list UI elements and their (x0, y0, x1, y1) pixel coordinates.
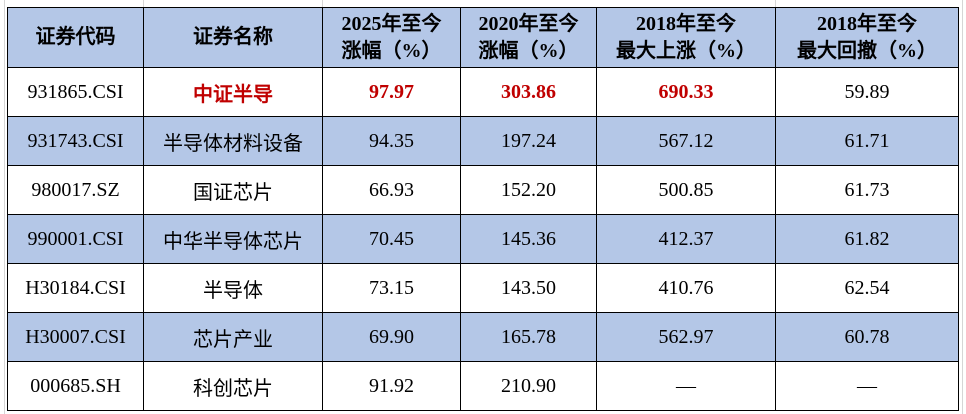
cell-code: H30184.CSI (7, 263, 144, 313)
cell-2025-change: 69.90 (322, 312, 461, 362)
cell-2018-max-rise: 412.37 (596, 214, 776, 264)
header-cell-security-code: 证券代码 (7, 7, 144, 68)
cell-2025-change: 97.97 (322, 67, 461, 117)
cell-2020-change: 303.86 (460, 67, 597, 117)
cell-2020-change: 143.50 (460, 263, 597, 313)
table-row: 931743.CSI 半导体材料设备 94.35 197.24 567.12 6… (7, 116, 959, 166)
cell-code: 931865.CSI (7, 67, 144, 117)
cell-2018-max-rise: 562.97 (596, 312, 776, 362)
cell-2025-change: 66.93 (322, 165, 461, 215)
cell-name: 芯片产业 (143, 312, 323, 362)
table-header: 证券代码 证券名称 2025年至今 涨幅（%） 2020年至今 涨幅（%） 20… (7, 7, 959, 68)
cell-2025-change: 70.45 (322, 214, 461, 264)
cell-2018-max-rise: 500.85 (596, 165, 776, 215)
cell-2020-change: 210.90 (460, 361, 597, 411)
cell-2018-max-rise: 567.12 (596, 116, 776, 166)
cell-2020-change: 145.36 (460, 214, 597, 264)
cell-code: H30007.CSI (7, 312, 144, 362)
table-row: 990001.CSI 中华半导体芯片 70.45 145.36 412.37 6… (7, 214, 959, 264)
margin-gridline-stub (775, 0, 776, 8)
cell-name: 国证芯片 (143, 165, 323, 215)
table-row: 931865.CSI 中证半导 97.97 303.86 690.33 59.8… (7, 67, 959, 117)
cell-2020-change: 165.78 (460, 312, 597, 362)
cell-2018-max-drawdown: 61.73 (775, 165, 959, 215)
header-row: 证券代码 证券名称 2025年至今 涨幅（%） 2020年至今 涨幅（%） 20… (7, 7, 959, 68)
cell-2025-change: 94.35 (322, 116, 461, 166)
cell-code: 990001.CSI (7, 214, 144, 264)
table-row: 980017.SZ 国证芯片 66.93 152.20 500.85 61.73 (7, 165, 959, 215)
cell-name: 科创芯片 (143, 361, 323, 411)
cell-code: 980017.SZ (7, 165, 144, 215)
cell-2025-change: 91.92 (322, 361, 461, 411)
cell-2018-max-rise: 690.33 (596, 67, 776, 117)
cell-2018-max-drawdown: 59.89 (775, 67, 959, 117)
cell-name: 半导体 (143, 263, 323, 313)
header-cell-security-name: 证券名称 (143, 7, 323, 68)
margin-gridline-stub (322, 0, 323, 8)
cell-name: 中证半导 (143, 67, 323, 117)
margin-gridline-stub (143, 0, 144, 8)
cell-2018-max-drawdown: 62.54 (775, 263, 959, 313)
cell-name: 半导体材料设备 (143, 116, 323, 166)
header-cell-2018-max-rise: 2018年至今 最大上涨（%） (596, 7, 776, 68)
cell-2018-max-rise: 410.76 (596, 263, 776, 313)
table-row: 000685.SH 科创芯片 91.92 210.90 — — (7, 361, 959, 411)
margin-gridline-left (4, 0, 5, 414)
table-body: 931865.CSI 中证半导 97.97 303.86 690.33 59.8… (7, 67, 959, 411)
cell-2018-max-drawdown: 60.78 (775, 312, 959, 362)
margin-gridline-right (962, 0, 963, 414)
cell-code: 931743.CSI (7, 116, 144, 166)
table-row: H30184.CSI 半导体 73.15 143.50 410.76 62.54 (7, 263, 959, 313)
cell-2018-max-drawdown: 61.71 (775, 116, 959, 166)
cell-2025-change: 73.15 (322, 263, 461, 313)
cell-2020-change: 197.24 (460, 116, 597, 166)
cell-2020-change: 152.20 (460, 165, 597, 215)
cell-code: 000685.SH (7, 361, 144, 411)
header-cell-2018-max-drawdown: 2018年至今 最大回撤（%） (775, 7, 959, 68)
cell-2018-max-rise: — (596, 361, 776, 411)
index-performance-table: 证券代码 证券名称 2025年至今 涨幅（%） 2020年至今 涨幅（%） 20… (7, 7, 959, 411)
cell-2018-max-drawdown: 61.82 (775, 214, 959, 264)
cell-name: 中华半导体芯片 (143, 214, 323, 264)
header-cell-2020-change: 2020年至今 涨幅（%） (460, 7, 597, 68)
header-cell-2025-change: 2025年至今 涨幅（%） (322, 7, 461, 68)
table-row: H30007.CSI 芯片产业 69.90 165.78 562.97 60.7… (7, 312, 959, 362)
cell-2018-max-drawdown: — (775, 361, 959, 411)
